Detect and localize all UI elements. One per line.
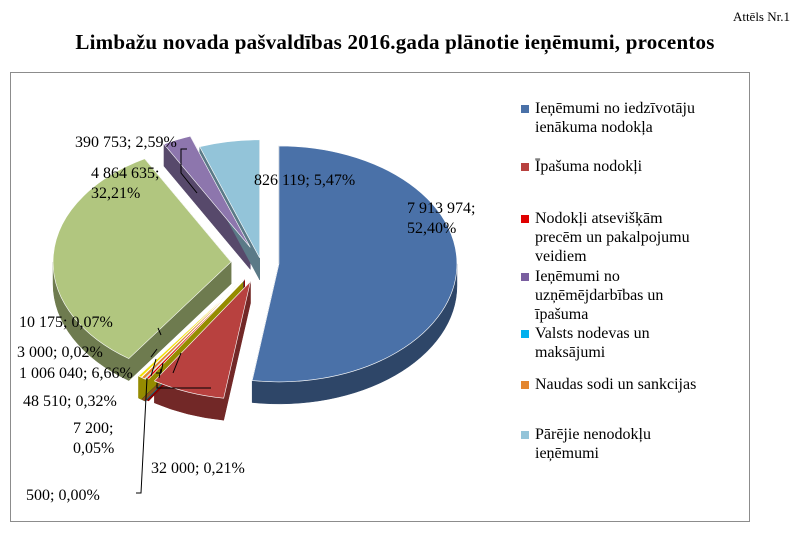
data-label-4: 7 200; 0,05% bbox=[73, 420, 114, 457]
legend-label-0: Ieņēmumi no iedzīvotāju ienākuma nodokļa bbox=[535, 100, 695, 136]
pie-slices bbox=[52, 135, 458, 399]
figure-number: Attēls Nr.1 bbox=[732, 9, 790, 24]
legend-swatch-1 bbox=[521, 163, 529, 171]
data-label-2: 32 000; 0,21% bbox=[151, 460, 245, 477]
data-label-6: 3 000; 0,02% bbox=[17, 344, 103, 361]
legend-label-6: Pārējie nenodokļu ieņēmumi bbox=[535, 426, 651, 462]
data-label-7: 10 175; 0,07% bbox=[19, 314, 113, 331]
chart-title: Limbažu novada pašvaldības 2016.gada plā… bbox=[75, 30, 715, 54]
pie-slice-9 bbox=[163, 135, 251, 248]
pie-slice-1 bbox=[153, 280, 251, 399]
data-label-9: 390 753; 2,59% bbox=[75, 134, 177, 151]
legend: Ieņēmumi no iedzīvotāju ienākuma nodokļa Ī… bbox=[521, 100, 696, 462]
pie-slice-7 bbox=[138, 280, 243, 378]
leader-line-4 bbox=[150, 358, 157, 377]
data-label-5: 48 510; 0,32% bbox=[23, 393, 117, 410]
legend-swatch-4 bbox=[521, 330, 529, 338]
data-label-10: 826 119; 5,47% bbox=[254, 172, 355, 189]
pie-slice-0 bbox=[251, 145, 458, 383]
chart-frame: 7 913 974; 52,40% 1 006 040; 6,66% 32 000; … bbox=[10, 72, 750, 522]
data-labels: 7 913 974; 52,40% 1 006 040; 6,66% 32 000; … bbox=[17, 134, 475, 504]
data-label-3: 500; 0,00% bbox=[26, 487, 100, 504]
legend-swatch-5 bbox=[521, 381, 529, 389]
leader-line-6 bbox=[150, 348, 158, 358]
legend-swatch-0 bbox=[521, 105, 529, 113]
leader-line-7 bbox=[157, 327, 162, 336]
slice-rim-7 bbox=[138, 375, 142, 400]
pie-chart: 7 913 974; 52,40% 1 006 040; 6,66% 32 000; … bbox=[17, 100, 696, 504]
leader-line-2 bbox=[136, 377, 148, 494]
legend-swatch-2 bbox=[521, 215, 529, 223]
leader-line-3 bbox=[172, 352, 182, 374]
legend-label-3: Ieņēmumi no uzņēmējdarbības un īpašuma bbox=[534, 268, 663, 323]
legend-swatch-6 bbox=[521, 431, 529, 439]
legend-label-4: Valsts nodevas un maksājumi bbox=[535, 325, 650, 361]
data-label-0: 7 913 974; 52,40% bbox=[407, 200, 475, 237]
legend-swatch-3 bbox=[521, 273, 529, 281]
pie-slice-10 bbox=[199, 139, 260, 258]
legend-label-2: Nodokļi atsevišķām precēm un pakalpojumu v… bbox=[535, 210, 690, 265]
leader-line-0 bbox=[180, 148, 198, 194]
data-label-8: 4 864 635; 32,21% bbox=[91, 165, 159, 202]
data-label-1: 1 006 040; 6,66% bbox=[19, 365, 133, 382]
leader-line-8 bbox=[156, 383, 211, 389]
legend-label-5: Naudas sodi un sankcijas bbox=[535, 376, 696, 393]
leader-line-5 bbox=[158, 368, 162, 379]
pie-slice-8 bbox=[52, 158, 232, 359]
legend-label-1: Īpašuma nodokļi bbox=[535, 158, 643, 175]
leader-line-1 bbox=[156, 362, 164, 374]
leader-lines bbox=[136, 148, 211, 494]
